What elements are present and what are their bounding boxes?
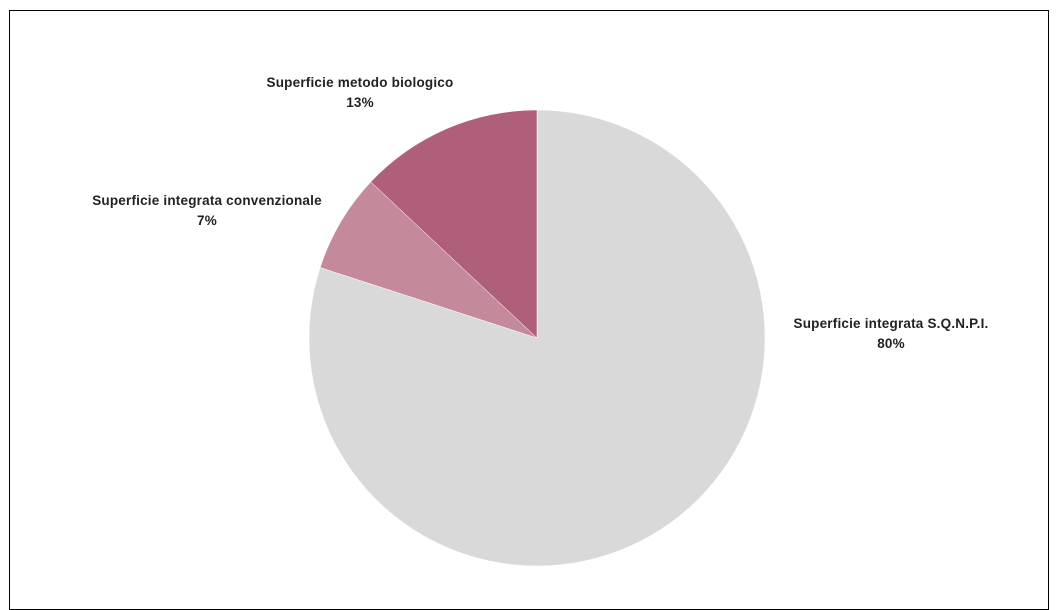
pie-slice-3 — [370, 109, 538, 339]
slice-category-label-1: Superficie integrata S.Q.N.P.I. — [793, 316, 988, 331]
slice-category-label-3: Superficie metodo biologico — [267, 75, 454, 90]
pie-slice-1 — [308, 109, 766, 567]
slice-value-label-3: 13% — [346, 95, 374, 110]
pie-slices — [308, 109, 766, 567]
slice-value-label-1: 80% — [877, 336, 905, 351]
slice-value-label-2: 7% — [197, 213, 217, 228]
pie-labels: Superficie integrata S.Q.N.P.I. 80% Superf… — [92, 75, 988, 351]
slice-category-label-2: Superficie integrata convenzionale — [92, 193, 322, 208]
pie-chart: Superficie integrata S.Q.N.P.I. 80% Superf… — [92, 75, 988, 567]
